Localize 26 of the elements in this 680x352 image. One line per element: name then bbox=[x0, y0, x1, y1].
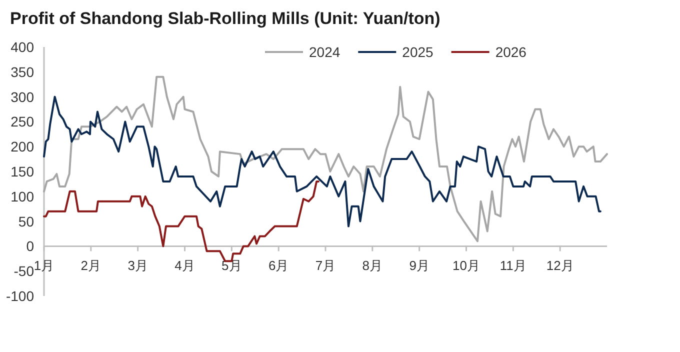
x-tick-label: 1月 bbox=[34, 258, 54, 274]
y-tick-label: 200 bbox=[10, 138, 34, 155]
x-tick-label: 9月 bbox=[409, 258, 430, 274]
y-tick-label: 400 bbox=[10, 39, 34, 55]
x-tick-label: 3月 bbox=[128, 258, 148, 274]
x-tick-label: 4月 bbox=[174, 258, 195, 274]
legend-label: 2025 bbox=[402, 44, 434, 60]
y-tick-label: 350 bbox=[10, 64, 34, 80]
y-tick-label: 250 bbox=[10, 114, 34, 130]
y-tick-label: -100 bbox=[6, 288, 34, 304]
y-tick-label: 300 bbox=[10, 88, 34, 105]
chart-title: Profit of Shandong Slab-Rolling Mills (Unit: Yuan/ton) bbox=[10, 9, 440, 28]
legend-label: 2026 bbox=[495, 44, 527, 60]
x-tick-label: 12月 bbox=[546, 258, 574, 274]
y-tick-label: 0 bbox=[26, 238, 34, 254]
x-tick-label: 8月 bbox=[362, 258, 383, 274]
y-tick-label: -50 bbox=[14, 263, 34, 280]
x-tick-label: 7月 bbox=[315, 258, 336, 274]
x-tick-label: 10月 bbox=[452, 258, 480, 274]
x-tick-label: 11月 bbox=[500, 258, 526, 274]
y-tick-label: 150 bbox=[10, 164, 34, 180]
legend-label: 2024 bbox=[309, 44, 340, 60]
x-tick-label: 6月 bbox=[268, 258, 289, 274]
y-tick-label: 100 bbox=[10, 188, 34, 204]
x-tick-label: 2月 bbox=[80, 258, 102, 274]
y-tick-label: 50 bbox=[18, 213, 34, 230]
